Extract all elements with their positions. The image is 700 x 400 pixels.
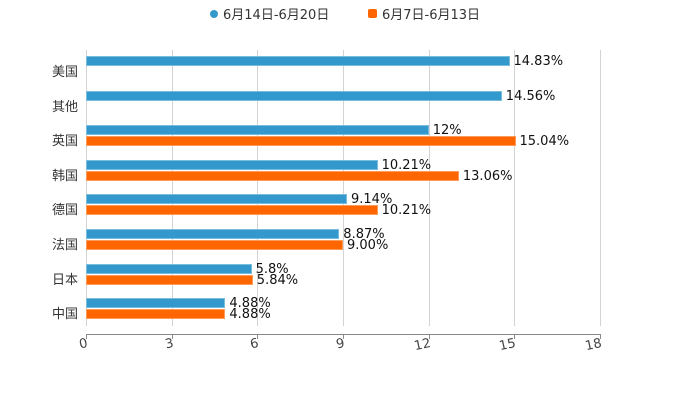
value-label: 4.88% [229, 296, 271, 311]
legend-item-series-1[interactable]: 6月14日-6月20日 [210, 4, 329, 23]
bar-series-1[interactable] [86, 229, 340, 239]
x-axis-tick [86, 334, 87, 339]
value-label: 14.83% [513, 54, 564, 69]
value-label: 10.21% [381, 203, 432, 218]
x-tick-label: 9 [334, 336, 347, 353]
x-axis-tick [172, 334, 173, 339]
value-label: 10.21% [381, 158, 432, 173]
bar-series-2[interactable] [86, 136, 516, 146]
x-gridline [429, 50, 430, 326]
value-label: 9.14% [351, 192, 393, 207]
bar-series-1[interactable] [86, 264, 252, 274]
value-label: 9.00% [347, 238, 389, 253]
value-label: 14.56% [505, 89, 556, 104]
category-label: 德国 [51, 203, 78, 219]
x-tick-label: 12 [412, 336, 433, 355]
value-label: 13.06% [462, 169, 513, 184]
x-axis-tick [514, 334, 515, 339]
category-label: 其他 [51, 99, 78, 115]
bar-series-1[interactable] [86, 160, 378, 170]
x-axis-tick [343, 334, 344, 339]
circle-marker-icon [210, 9, 218, 18]
bar-series-2[interactable] [86, 171, 459, 181]
category-label: 中国 [51, 307, 78, 323]
x-axis-tick [429, 334, 430, 339]
category-label: 美国 [51, 65, 78, 80]
x-axis-tick [257, 334, 258, 339]
chart-legend: 6月14日-6月20日 6月7日-6月13日 [0, 4, 700, 24]
x-tick-label: 15 [497, 336, 518, 355]
bar-series-1[interactable] [86, 125, 429, 135]
x-gridline [600, 50, 601, 326]
x-axis-line [86, 334, 601, 335]
bar-series-2[interactable] [86, 309, 226, 319]
legend-label: 6月14日-6月20日 [223, 8, 330, 23]
bar-series-1[interactable] [86, 298, 226, 308]
x-gridline [172, 50, 173, 326]
x-tick-label: 3 [163, 336, 176, 353]
category-label: 法国 [51, 238, 78, 253]
x-tick-label: 6 [248, 336, 261, 353]
bar-series-1[interactable] [86, 91, 502, 101]
bar-series-1[interactable] [86, 194, 347, 204]
value-label: 15.04% [519, 134, 570, 149]
category-label: 英国 [51, 134, 78, 150]
x-axis-tick [600, 334, 601, 339]
value-label: 5.84% [256, 273, 299, 288]
x-gridline [86, 50, 87, 326]
square-marker-icon [368, 9, 377, 18]
x-tick-label: 18 [583, 336, 604, 355]
bar-series-2[interactable] [86, 240, 343, 250]
bar-series-1[interactable] [86, 56, 510, 66]
value-label: 4.88% [229, 307, 271, 322]
bar-series-2[interactable] [86, 275, 253, 285]
x-gridline [514, 50, 515, 326]
value-label: 8.87% [343, 227, 385, 242]
legend-item-series-2[interactable]: 6月7日-6月13日 [368, 4, 480, 23]
x-gridline [343, 50, 344, 326]
x-tick-label: 0 [77, 336, 90, 353]
x-gridline [257, 50, 258, 326]
category-label: 日本 [51, 272, 78, 288]
category-label: 韩国 [51, 168, 78, 184]
legend-label: 6月7日-6月13日 [382, 8, 481, 23]
bar-series-2[interactable] [86, 205, 378, 215]
value-label: 12% [432, 123, 462, 138]
value-label: 5.8% [255, 262, 289, 277]
